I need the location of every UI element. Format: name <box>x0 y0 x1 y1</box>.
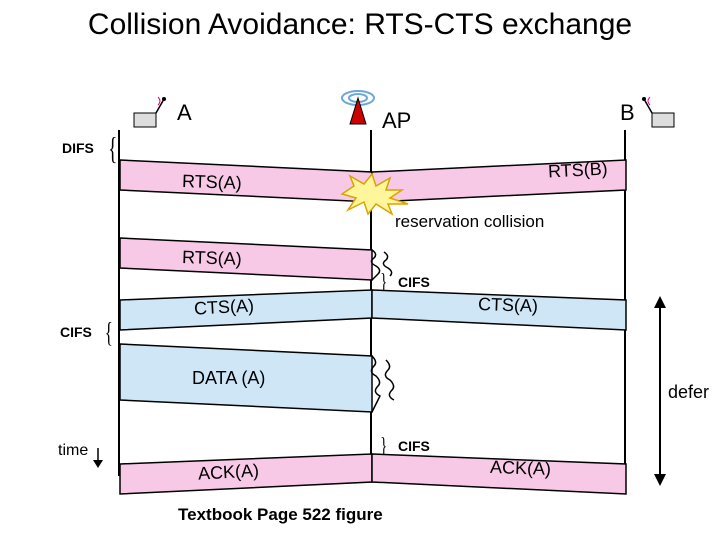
label-rts-a-2: RTS(A) <box>182 247 242 270</box>
device-b-icon <box>640 95 680 135</box>
label-data-a: DATA (A) <box>192 368 265 389</box>
label-time: time <box>58 442 88 460</box>
brace-difs: { <box>108 130 117 167</box>
time-arrow-icon <box>92 448 104 473</box>
label-ack-a-left: ACK(A) <box>197 460 259 484</box>
label-collision: reservation collision <box>395 212 544 232</box>
label-defer: defer <box>668 382 709 403</box>
label-cifs-left: CIFS <box>60 324 92 340</box>
label-ack-a-right: ACK(A) <box>490 457 552 480</box>
device-a-icon <box>128 95 168 137</box>
label-cts-a-left: CTS(A) <box>193 295 254 319</box>
label-difs: DIFS <box>62 140 94 156</box>
label-rts-b: RTS(B) <box>547 158 608 182</box>
collision-star-icon <box>336 172 414 216</box>
defer-arrow <box>650 296 670 491</box>
diagram-title: Collision Avoidance: RTS-CTS exchange <box>0 8 720 42</box>
frame-rts-a-2 <box>118 236 402 282</box>
label-cts-a-right: CTS(A) <box>478 294 539 317</box>
col-label-ap: AP <box>382 108 411 134</box>
label-rts-a-1: RTS(A) <box>182 171 242 194</box>
footnote: Textbook Page 522 figure <box>178 505 383 525</box>
device-ap-icon <box>336 88 380 135</box>
col-label-b: B <box>620 100 635 126</box>
brace-cifs-left: { <box>105 318 113 350</box>
col-label-a: A <box>177 100 192 126</box>
